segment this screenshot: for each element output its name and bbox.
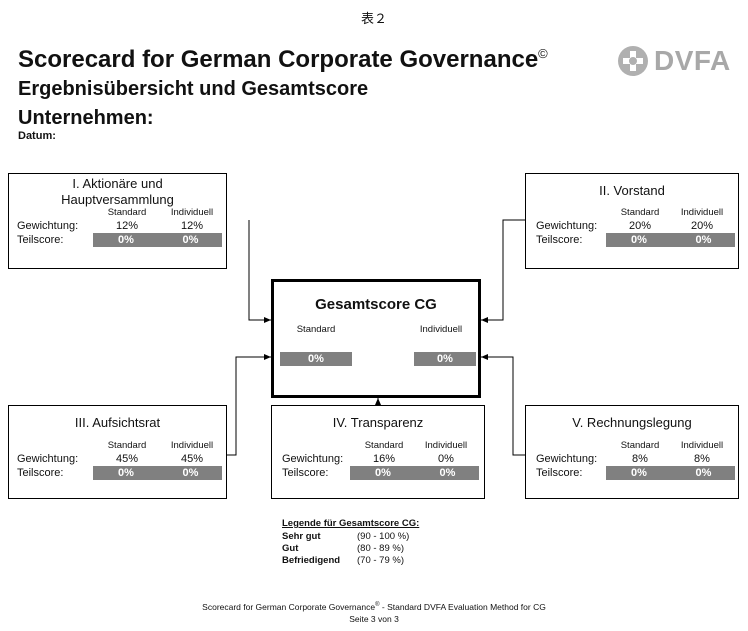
box-title: II. Vorstand xyxy=(599,183,665,198)
row-gewichtung: Gewichtung: xyxy=(17,453,79,465)
connector-3 xyxy=(227,354,271,456)
score-standard: 0% xyxy=(631,234,647,246)
connector-2 xyxy=(481,219,525,323)
company-label: Unternehmen: xyxy=(18,107,154,129)
score-standard: 0% xyxy=(118,234,134,246)
col-individuell: Individuell xyxy=(170,440,214,451)
score-bar: 0% 0% xyxy=(93,466,222,480)
score-bar: 0% 0% xyxy=(350,466,479,480)
weight-individuell: 45% xyxy=(180,453,204,465)
row-gewichtung: Gewichtung: xyxy=(282,453,344,465)
row-gewichtung: Gewichtung: xyxy=(536,220,598,232)
connector-1 xyxy=(248,220,271,323)
footer-page: Seite 3 von 3 xyxy=(349,614,399,624)
total-score-standard: 0% xyxy=(280,352,352,366)
score-individuell: 0% xyxy=(695,234,712,246)
score-individuell: 0% xyxy=(182,234,199,246)
footer-suffix: - Standard DVFA Evaluation Method for CG xyxy=(379,602,546,612)
box-title-line1: I. Aktionäre und xyxy=(72,176,163,191)
col-individuell: Individuell xyxy=(424,440,468,451)
weight-individuell: 0% xyxy=(438,453,454,465)
score-standard: 0% xyxy=(375,467,391,479)
row-gewichtung: Gewichtung: xyxy=(536,453,598,465)
col-individuell: Individuell xyxy=(680,207,724,218)
box-gesamtscore: Gesamtscore CG Standard Individuell 0% 0… xyxy=(271,279,481,398)
weight-standard: 12% xyxy=(115,220,139,232)
box-aufsichtsrat: III. Aufsichtsrat Standard Individuell G… xyxy=(8,405,227,499)
legend-range-1: (90 - 100 %) xyxy=(357,531,410,542)
footer-line1: Scorecard for German Corporate Governanc… xyxy=(0,602,748,612)
score-standard: 0% xyxy=(118,467,134,479)
row-gewichtung: Gewichtung: xyxy=(17,220,79,232)
total-score-individuell: 0% xyxy=(414,352,476,366)
weight-standard: 8% xyxy=(632,453,648,465)
weight-individuell: 12% xyxy=(180,220,204,232)
page-title: Scorecard for German Corporate Governanc… xyxy=(18,46,548,74)
box-title: V. Rechnungslegung xyxy=(572,415,692,430)
footer-mark: ® xyxy=(375,602,380,609)
legend-label-1: Sehr gut xyxy=(282,531,321,542)
connector-5 xyxy=(481,354,525,456)
box-title: IV. Transparenz xyxy=(332,415,424,430)
logo-emblem-icon xyxy=(618,46,648,76)
row-teilscore: Teilscore: xyxy=(536,234,583,246)
col-standard: Standard xyxy=(107,207,147,218)
col-standard: Standard xyxy=(620,207,660,218)
score-individuell: 0% xyxy=(439,467,456,479)
box-transparenz: IV. Transparenz Standard Individuell Gew… xyxy=(271,405,485,499)
total-col-individuell: Individuell xyxy=(419,324,463,335)
box-aktionaere: I. Aktionäre und Hauptversammlung Standar… xyxy=(8,173,227,269)
weight-standard: 20% xyxy=(628,220,652,232)
logo-text: DVFA xyxy=(654,45,731,76)
box-title: I. Aktionäre und Hauptversammlung xyxy=(9,176,226,208)
weight-individuell: 20% xyxy=(690,220,714,232)
legend-range-2: (80 - 89 %) xyxy=(357,543,404,554)
score-bar: 0% 0% xyxy=(93,233,222,247)
total-col-standard: Standard xyxy=(296,324,336,335)
col-standard: Standard xyxy=(620,440,660,451)
col-individuell: Individuell xyxy=(680,440,724,451)
title-text: Scorecard for German Corporate Governanc… xyxy=(18,46,539,73)
weight-standard: 16% xyxy=(372,453,396,465)
row-teilscore: Teilscore: xyxy=(17,467,64,479)
col-standard: Standard xyxy=(107,440,147,451)
weight-standard: 45% xyxy=(115,453,139,465)
row-teilscore: Teilscore: xyxy=(17,234,64,246)
row-teilscore: Teilscore: xyxy=(536,467,583,479)
score-individuell: 0% xyxy=(695,467,712,479)
legend-title: Legende für Gesamtscore CG: xyxy=(282,518,420,529)
col-standard: Standard xyxy=(364,440,404,451)
row-teilscore: Teilscore: xyxy=(282,467,329,479)
legend-label-2: Gut xyxy=(282,543,299,554)
footer-prefix: Scorecard for German Corporate Governanc… xyxy=(202,602,376,612)
copyright-mark: © xyxy=(538,46,548,61)
box-rechnungslegung: V. Rechnungslegung Standard Individuell … xyxy=(525,405,739,499)
total-title: Gesamtscore CG xyxy=(315,296,437,313)
score-bar: 0% 0% xyxy=(606,233,735,247)
caption: 表２ xyxy=(360,12,387,27)
legend-label-3: Befriedigend xyxy=(282,555,341,566)
col-individuell: Individuell xyxy=(170,207,214,218)
box-title-line2: Hauptversammlung xyxy=(61,192,174,207)
score-individuell: 0% xyxy=(182,467,199,479)
weight-individuell: 8% xyxy=(694,453,710,465)
page-subtitle: Ergebnisübersicht und Gesamtscore xyxy=(18,78,369,100)
date-label: Datum: xyxy=(18,130,56,142)
score-standard: 0% xyxy=(631,467,647,479)
score-bar: 0% 0% xyxy=(606,466,735,480)
box-vorstand: II. Vorstand Standard Individuell Gewich… xyxy=(525,173,739,269)
dvfa-logo: DVFA xyxy=(616,44,738,78)
legend-range-3: (70 - 79 %) xyxy=(357,555,404,566)
box-title: III. Aufsichtsrat xyxy=(74,415,161,430)
